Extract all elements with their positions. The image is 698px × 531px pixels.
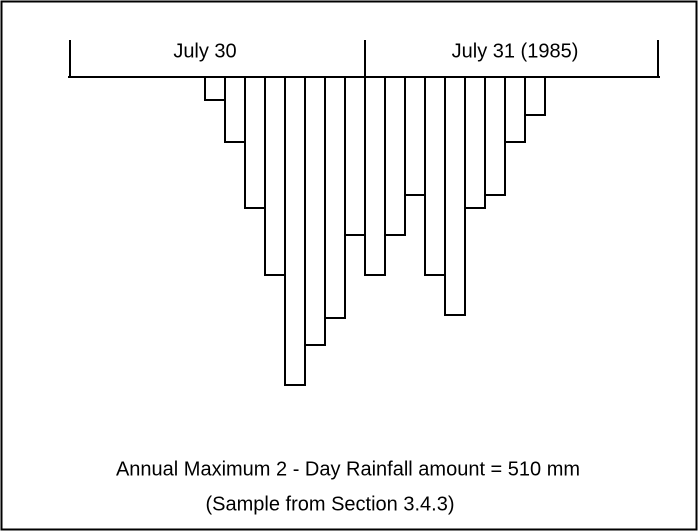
bar: [264, 76, 286, 276]
bar: [204, 76, 226, 101]
chart-subtitle: (Sample from Section 3.4.3): [206, 493, 455, 515]
bar: [484, 76, 506, 196]
bar: [344, 76, 366, 236]
bar: [324, 76, 346, 319]
bar: [304, 76, 326, 346]
bar: [244, 76, 266, 209]
bar: [404, 76, 426, 196]
chart-title: Annual Maximum 2 - Day Rainfall amount =…: [116, 458, 580, 480]
bar: [384, 76, 406, 236]
bar: [524, 76, 546, 116]
bar: [424, 76, 446, 276]
bar: [504, 76, 526, 143]
bar: [464, 76, 486, 209]
day-label: July 30: [173, 40, 236, 62]
day-label: July 31 (1985): [452, 40, 579, 62]
bar: [224, 76, 246, 143]
bar: [284, 76, 306, 386]
bar: [444, 76, 466, 316]
bar: [364, 76, 386, 276]
